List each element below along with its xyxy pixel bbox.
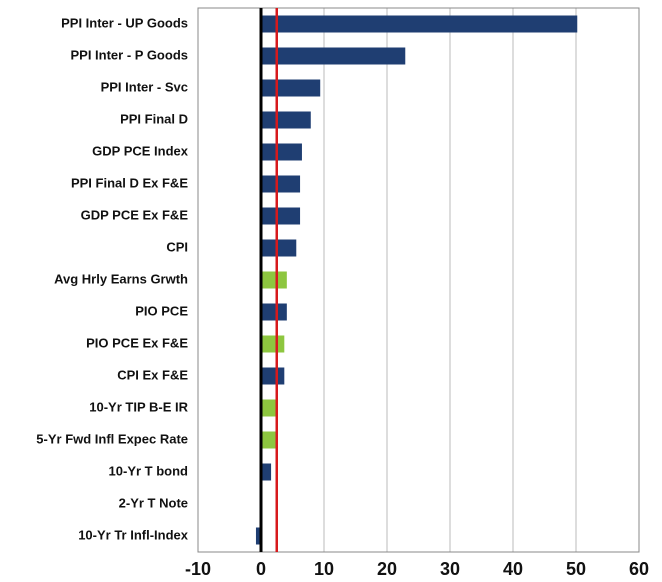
x-tick-label: 40 (503, 559, 523, 579)
y-tick-label: GDP PCE Ex F&E (81, 207, 189, 222)
bar (261, 143, 302, 161)
bar (261, 175, 301, 193)
x-tick-label: 30 (440, 559, 460, 579)
y-tick-label: PIO PCE Ex F&E (86, 335, 188, 350)
y-tick-label: 10-Yr Tr Infl-Index (78, 527, 189, 542)
y-tick-label: 5-Yr Fwd Infl Expec Rate (36, 431, 188, 446)
bar (261, 47, 406, 65)
bar (261, 239, 297, 257)
plot-border (197, 7, 640, 553)
y-tick-label: 2-Yr T Note (119, 495, 188, 510)
bar (261, 79, 321, 97)
bar (261, 367, 285, 385)
bar (261, 335, 285, 353)
x-tick-label: 50 (566, 559, 586, 579)
bar (261, 399, 277, 417)
y-tick-label: Avg Hrly Earns Grwth (54, 271, 188, 286)
bar (261, 207, 301, 225)
y-tick-label: CPI (166, 239, 188, 254)
bar (261, 15, 578, 33)
bar (255, 527, 261, 545)
y-tick-label: 10-Yr TIP B-E IR (89, 399, 188, 414)
y-tick-label: PIO PCE (135, 303, 188, 318)
x-tick-label: 10 (314, 559, 334, 579)
y-tick-label: PPI Final D Ex F&E (71, 175, 188, 190)
x-tick-label: 0 (256, 559, 266, 579)
bar (261, 463, 272, 481)
y-tick-label: 10-Yr T bond (109, 463, 189, 478)
bar (261, 431, 277, 449)
y-tick-label: PPI Inter - Svc (101, 79, 188, 94)
x-tick-label: 20 (377, 559, 397, 579)
bar (261, 271, 287, 289)
x-tick-label: 60 (629, 559, 649, 579)
bar (261, 111, 311, 129)
y-tick-label: PPI Inter - UP Goods (61, 15, 188, 30)
y-tick-label: PPI Final D (120, 111, 188, 126)
x-tick-label: -10 (185, 559, 211, 579)
y-tick-label: PPI Inter - P Goods (70, 47, 188, 62)
bar (261, 303, 287, 321)
y-tick-label: GDP PCE Index (92, 143, 189, 158)
y-tick-label: CPI Ex F&E (117, 367, 188, 382)
